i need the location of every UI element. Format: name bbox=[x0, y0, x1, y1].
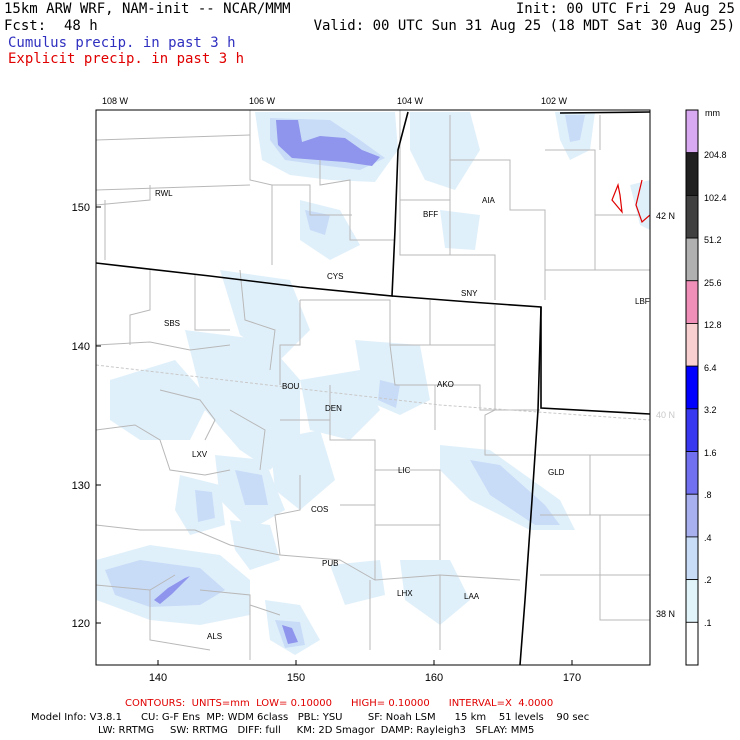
station-pub: PUB bbox=[322, 559, 338, 568]
station-bou: BOU bbox=[282, 382, 300, 391]
station-lbf: LBF bbox=[635, 297, 650, 306]
x-label-170: 170 bbox=[563, 672, 581, 684]
station-sny: SNY bbox=[461, 289, 478, 298]
colorbar-cell bbox=[685, 621, 699, 666]
cb-label-1-6: 1.6 bbox=[704, 448, 717, 458]
explicit-legend-label: Explicit precip. in past 3 h bbox=[8, 51, 245, 67]
colorbar-cell bbox=[685, 451, 699, 495]
colorbar-cell bbox=[685, 194, 699, 239]
colorbar-level-labels: 204.8 102.4 51.2 25.6 12.8 6.4 3.2 1.6 .… bbox=[704, 150, 727, 628]
colorbar-unit: mm bbox=[705, 108, 720, 118]
lon-label-108w: 108 W bbox=[102, 96, 129, 106]
colorbar: mm 204.8 102.4 51.2 25.6 12.8 6.4 3.2 1.… bbox=[685, 108, 727, 666]
cb-label-25-6: 25.6 bbox=[704, 278, 722, 288]
station-cys: CYS bbox=[327, 272, 343, 281]
station-cos: COS bbox=[311, 505, 328, 514]
y-label-120: 120 bbox=[72, 618, 90, 630]
colorbar-cell bbox=[685, 237, 699, 282]
colorbar-cell bbox=[685, 536, 699, 581]
init-time: Init: 00 UTC Fri 29 Aug 25 bbox=[515, 1, 735, 17]
cb-label-0-8: .8 bbox=[704, 490, 712, 500]
station-labels: RWL BFF AIA CYS SNY LBF SBS AKO BOU DEN … bbox=[155, 189, 650, 641]
station-als: ALS bbox=[207, 632, 222, 641]
cb-label-0-2: .2 bbox=[704, 575, 712, 585]
cumulus-legend-label: Cumulus precip. in past 3 h bbox=[8, 35, 236, 51]
colorbar-cell bbox=[685, 152, 699, 196]
y-label-130: 130 bbox=[72, 480, 90, 492]
cb-label-204-8: 204.8 bbox=[704, 150, 727, 160]
lon-label-104w: 104 W bbox=[397, 96, 424, 106]
lat-label-38n: 38 N bbox=[656, 609, 675, 619]
station-laa: LAA bbox=[464, 592, 480, 601]
station-bff: BFF bbox=[423, 210, 438, 219]
cb-label-0-1: .1 bbox=[704, 618, 712, 628]
lat-label-42n: 42 N bbox=[656, 211, 675, 221]
x-label-160: 160 bbox=[425, 672, 443, 684]
station-sbs: SBS bbox=[164, 319, 180, 328]
cb-label-51-2: 51.2 bbox=[704, 235, 722, 245]
lat-label-40n: 40 N bbox=[656, 410, 675, 420]
colorbar-cell bbox=[685, 408, 699, 452]
x-label-140: 140 bbox=[149, 672, 167, 684]
cb-label-102-4: 102.4 bbox=[704, 193, 727, 203]
cb-label-3-2: 3.2 bbox=[704, 405, 717, 415]
model-info-line-1: Model Info: V3.8.1 CU: G-F Ens MP: WDM 6… bbox=[31, 712, 590, 723]
station-lhx: LHX bbox=[397, 589, 413, 598]
colorbar-cell bbox=[685, 323, 699, 367]
station-aia: AIA bbox=[482, 196, 496, 205]
map-panel bbox=[95, 109, 651, 666]
y-label-150: 150 bbox=[72, 202, 90, 214]
colorbar-cell bbox=[685, 109, 699, 154]
forecast-label: Fcst: bbox=[4, 18, 47, 34]
x-grid-labels: 140 150 160 170 bbox=[149, 672, 581, 684]
lon-label-106w: 106 W bbox=[249, 96, 276, 106]
axis-ticks bbox=[96, 206, 573, 665]
precip-shading-strong bbox=[154, 120, 380, 644]
x-label-150: 150 bbox=[287, 672, 305, 684]
station-gld: GLD bbox=[548, 468, 565, 477]
station-den: DEN bbox=[325, 404, 342, 413]
colorbar-cells bbox=[685, 109, 699, 666]
station-lxv: LXV bbox=[192, 450, 208, 459]
forecast-hours: 48 h bbox=[64, 18, 98, 34]
station-lic: LIC bbox=[398, 466, 411, 475]
valid-time: Valid: 00 UTC Sun 31 Aug 25 (18 MDT Sat … bbox=[313, 18, 735, 34]
explicit-precip-contours bbox=[611, 179, 650, 224]
colorbar-cell bbox=[685, 280, 699, 324]
y-label-140: 140 bbox=[72, 341, 90, 353]
state-boundaries bbox=[96, 111, 650, 665]
model-info-line-2: LW: RRTMG SW: RRTMG DIFF: full KM: 2D Sm… bbox=[98, 725, 535, 736]
cb-label-6-4: 6.4 bbox=[704, 363, 717, 373]
station-rwl: RWL bbox=[155, 189, 173, 198]
cb-label-0-4: .4 bbox=[704, 533, 712, 543]
colorbar-cell bbox=[685, 579, 699, 623]
colorbar-cell bbox=[685, 493, 699, 538]
colorbar-cell bbox=[685, 365, 699, 410]
model-title: 15km ARW WRF, NAM-init -- NCAR/MMM bbox=[4, 1, 291, 17]
y-grid-labels: 150 140 130 120 bbox=[72, 202, 90, 630]
station-ako: AKO bbox=[437, 380, 454, 389]
contours-info: CONTOURS: UNITS=mm LOW= 0.10000 HIGH= 0.… bbox=[125, 698, 554, 709]
lon-label-102w: 102 W bbox=[541, 96, 568, 106]
latitude-labels: 42 N 40 N 38 N bbox=[656, 211, 675, 619]
county-boundaries bbox=[96, 110, 650, 660]
longitude-labels: 108 W 106 W 104 W 102 W bbox=[102, 96, 568, 106]
cb-label-12-8: 12.8 bbox=[704, 320, 722, 330]
